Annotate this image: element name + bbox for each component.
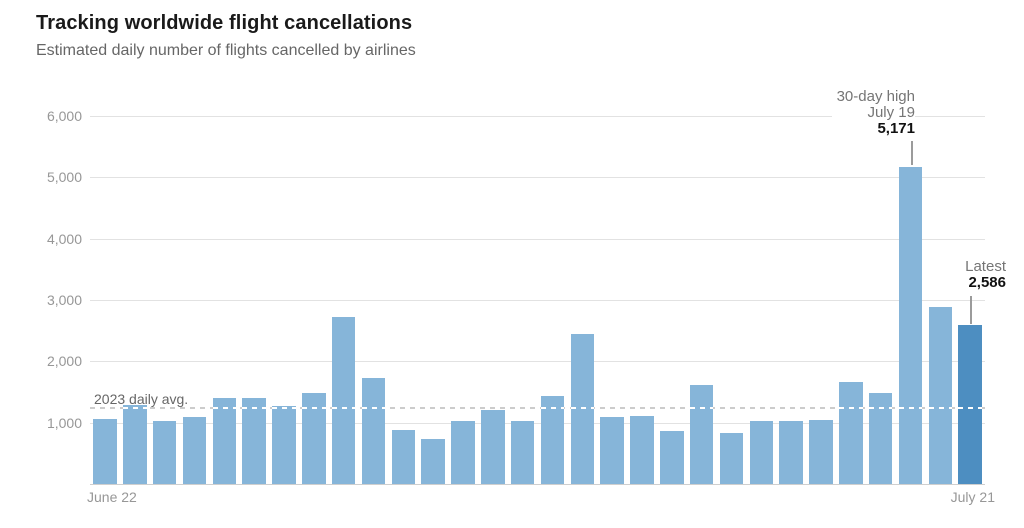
bar-june-30[interactable] — [331, 316, 356, 484]
chart-title: Tracking worldwide flight cancellations — [36, 12, 413, 34]
gridline — [90, 422, 985, 424]
bar-june-23[interactable] — [123, 404, 147, 484]
x-axis-line — [90, 484, 985, 485]
annotation-latest-connector-line — [970, 296, 972, 324]
bar-july-19[interactable] — [898, 166, 923, 484]
gridline — [90, 116, 985, 117]
gridline — [90, 300, 985, 301]
avg-dashed-line-overlay — [123, 406, 147, 409]
avg-line-label: 2023 daily avg. — [94, 391, 189, 407]
avg-dashed-line-overlay — [331, 406, 356, 409]
bar-june-25[interactable] — [182, 416, 207, 484]
annotation-30day-high: 30-day high July 19 5,171 — [831, 88, 915, 137]
avg-dashed-line-overlay — [898, 406, 923, 409]
avg-dashed-line-overlay — [212, 406, 236, 409]
avg-dashed-line-overlay — [839, 406, 863, 409]
annotation-latest-title: Latest — [965, 258, 1006, 275]
bar-july-7[interactable] — [540, 396, 565, 484]
bar-june-28[interactable] — [272, 405, 296, 484]
avg-dashed-line-overlay — [958, 406, 982, 409]
avg-dashed-line-overlay — [242, 406, 266, 409]
bar-july-20[interactable] — [928, 306, 952, 484]
annotation-high-title: 30-day high — [836, 88, 915, 105]
bar-july-13[interactable] — [719, 433, 744, 484]
gridline — [90, 361, 985, 363]
avg-dashed-line-overlay — [928, 406, 952, 409]
bar-july-3[interactable] — [421, 439, 445, 484]
x-axis-label-start: June 22 — [87, 489, 137, 505]
avg-dashed-line-overlay — [868, 406, 893, 409]
y-axis-tick-label: 5,000 — [46, 169, 82, 186]
bar-july-2[interactable] — [391, 430, 415, 484]
bar-june-24[interactable] — [152, 420, 177, 484]
bar-july-21[interactable] — [958, 325, 982, 484]
bar-july-15[interactable] — [779, 421, 803, 484]
avg-dashed-line-overlay — [272, 407, 296, 409]
avg-dashed-line-overlay — [540, 406, 565, 409]
bar-july-12[interactable] — [689, 384, 714, 484]
annotation-high-date: July 19 — [867, 104, 915, 121]
avg-dashed-line — [90, 406, 985, 409]
gridline — [90, 238, 985, 240]
bar-july-10[interactable] — [630, 415, 654, 484]
bar-july-1[interactable] — [361, 377, 386, 484]
bar-june-22[interactable] — [93, 419, 117, 484]
annotation-high-connector-line — [911, 141, 913, 165]
bar-july-14[interactable] — [749, 421, 773, 484]
bar-june-29[interactable] — [302, 392, 326, 484]
y-axis-tick-label: 2,000 — [46, 353, 82, 370]
bar-july-6[interactable] — [510, 421, 535, 484]
bar-july-17[interactable] — [839, 382, 863, 484]
bar-july-4[interactable] — [451, 420, 475, 484]
bar-july-5[interactable] — [481, 410, 505, 484]
avg-dashed-line-overlay — [302, 406, 326, 409]
x-axis-label-end: July 21 — [950, 489, 995, 505]
y-axis-tick-label: 6,000 — [46, 108, 82, 124]
annotation-latest-value: 2,586 — [968, 274, 1006, 291]
annotation-latest: Latest 2,586 — [960, 259, 1006, 291]
chart-subtitle: Estimated daily number of flights cancel… — [36, 42, 416, 59]
avg-dashed-line-overlay — [689, 406, 714, 409]
y-axis-tick-label: 1,000 — [46, 414, 82, 431]
avg-dashed-line-overlay — [361, 406, 386, 409]
gridline — [90, 177, 985, 179]
avg-dashed-line-overlay — [570, 406, 594, 409]
y-axis-tick-label: 4,000 — [46, 230, 82, 247]
bar-july-18[interactable] — [868, 392, 893, 484]
y-axis-tick-label: 3,000 — [46, 292, 82, 308]
bar-july-9[interactable] — [600, 417, 624, 484]
bar-july-8[interactable] — [570, 334, 594, 484]
bar-july-16[interactable] — [809, 420, 833, 484]
bar-july-11[interactable] — [660, 430, 684, 484]
annotation-high-value: 5,171 — [877, 120, 915, 137]
bar-june-27[interactable] — [242, 398, 266, 484]
bar-june-26[interactable] — [212, 398, 236, 484]
